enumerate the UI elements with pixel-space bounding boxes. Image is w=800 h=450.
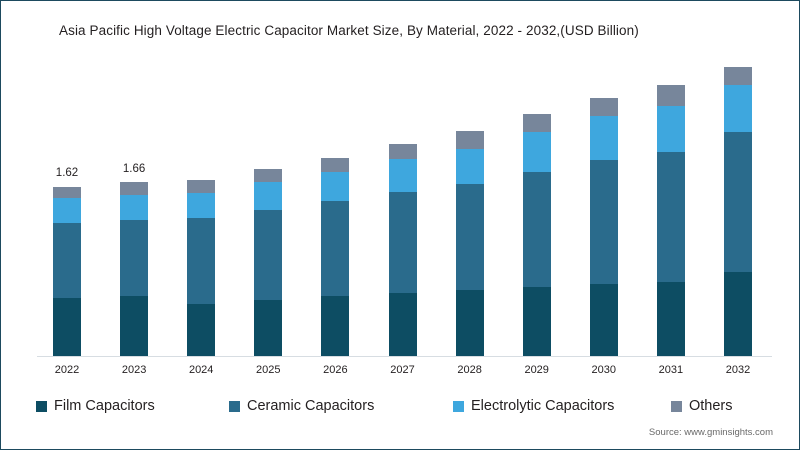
stacked-bar-2029[interactable]: [522, 114, 551, 356]
legend-item-electrolytic-capacitors[interactable]: Electrolytic Capacitors: [453, 398, 614, 414]
x-tick-2032: 2032: [725, 364, 751, 376]
source-note: Source: www.gminsights.com: [648, 427, 773, 438]
bar-segment-film-capacitors-2024[interactable]: [187, 303, 216, 356]
bar-segment-ceramic-capacitors-2022[interactable]: [53, 223, 81, 299]
bar-segment-ceramic-capacitors-2024[interactable]: [187, 217, 216, 304]
bar-segment-ceramic-capacitors-2028[interactable]: [455, 184, 484, 291]
x-axis-line: [37, 356, 772, 357]
stacked-bar-2031[interactable]: [656, 85, 685, 356]
bar-segment-film-capacitors-2032[interactable]: [724, 272, 752, 356]
legend-swatch-icon: [229, 400, 240, 412]
bar-segment-others-2026[interactable]: [321, 158, 350, 172]
stacked-bar-2026[interactable]: [321, 158, 350, 356]
plot-area: 1.62 1.66: [1, 1, 799, 357]
stacked-bar-2032[interactable]: [724, 67, 752, 356]
chart-legend: Film Capacitors Ceramic Capacitors Electro…: [1, 393, 799, 419]
bar-segment-film-capacitors-2027[interactable]: [388, 293, 417, 356]
bar-segment-others-2030[interactable]: [589, 97, 618, 117]
bar-segment-electrolytic-capacitors-2024[interactable]: [187, 192, 216, 218]
legend-item-others[interactable]: Others: [671, 398, 733, 414]
bar-segment-electrolytic-capacitors-2023[interactable]: [120, 194, 149, 220]
bar-segment-film-capacitors-2023[interactable]: [120, 296, 149, 356]
x-tick-2031: 2031: [658, 364, 684, 376]
legend-label: Electrolytic Capacitors: [471, 398, 615, 414]
stacked-bar-2022[interactable]: [53, 186, 81, 356]
bar-segment-film-capacitors-2029[interactable]: [522, 286, 551, 356]
bar-segment-others-2022[interactable]: [53, 186, 81, 199]
legend-swatch-icon: [671, 400, 682, 412]
bar-segment-ceramic-capacitors-2027[interactable]: [388, 191, 417, 294]
x-tick-2026: 2026: [323, 364, 348, 376]
bar-segment-film-capacitors-2030[interactable]: [589, 283, 618, 356]
bar-segment-electrolytic-capacitors-2022[interactable]: [53, 198, 81, 224]
bar-segment-electrolytic-capacitors-2028[interactable]: [455, 148, 484, 185]
legend-swatch-icon: [36, 400, 47, 412]
x-tick-2025: 2025: [256, 364, 281, 376]
bar-segment-electrolytic-capacitors-2032[interactable]: [724, 85, 752, 133]
bar-segment-others-2028[interactable]: [455, 131, 484, 149]
legend-item-film-capacitors[interactable]: Film Capacitors: [36, 398, 155, 414]
bar-segment-film-capacitors-2028[interactable]: [455, 290, 484, 356]
bar-segment-electrolytic-capacitors-2029[interactable]: [522, 132, 551, 172]
x-axis-ticks: 2022 2023 2024 2025 2026 2027 2028 2029 2030 2031…: [1, 364, 799, 384]
bar-segment-film-capacitors-2025[interactable]: [254, 299, 283, 356]
stacked-bar-2024[interactable]: [187, 180, 216, 356]
stacked-bar-2023[interactable]: [120, 182, 149, 356]
bar-segment-film-capacitors-2031[interactable]: [656, 281, 685, 356]
x-tick-2022: 2022: [54, 364, 80, 376]
stacked-bar-2025[interactable]: [254, 168, 283, 356]
bar-segment-electrolytic-capacitors-2030[interactable]: [589, 116, 618, 161]
stacked-bar-2030[interactable]: [589, 97, 618, 356]
bar-segment-electrolytic-capacitors-2026[interactable]: [321, 171, 350, 202]
bar-segment-ceramic-capacitors-2030[interactable]: [589, 160, 618, 284]
legend-item-ceramic-capacitors[interactable]: Ceramic Capacitors: [229, 398, 374, 414]
bar-segment-film-capacitors-2022[interactable]: [53, 298, 81, 356]
bar-segment-electrolytic-capacitors-2025[interactable]: [254, 182, 283, 210]
x-tick-2029: 2029: [524, 364, 549, 376]
stacked-bar-2028[interactable]: [455, 131, 484, 356]
bar-segment-electrolytic-capacitors-2031[interactable]: [656, 105, 685, 152]
bar-segment-others-2032[interactable]: [724, 67, 752, 85]
stacked-bar-2027[interactable]: [388, 143, 417, 356]
x-tick-2024: 2024: [188, 364, 214, 376]
bar-segment-ceramic-capacitors-2029[interactable]: [522, 171, 551, 287]
bar-segment-ceramic-capacitors-2023[interactable]: [120, 219, 149, 297]
bar-segment-electrolytic-capacitors-2027[interactable]: [388, 159, 417, 192]
legend-label: Others: [689, 398, 733, 414]
bar-segment-others-2027[interactable]: [388, 143, 417, 160]
x-tick-2030: 2030: [591, 364, 617, 376]
legend-label: Ceramic Capacitors: [247, 398, 375, 414]
bar-segment-ceramic-capacitors-2032[interactable]: [724, 132, 752, 273]
bar-segment-ceramic-capacitors-2025[interactable]: [254, 209, 283, 300]
legend-label: Film Capacitors: [54, 398, 155, 414]
x-tick-2028: 2028: [457, 364, 482, 376]
bar-segment-others-2029[interactable]: [522, 114, 551, 133]
bar-segment-others-2023[interactable]: [120, 182, 149, 195]
bar-segment-others-2031[interactable]: [656, 85, 685, 106]
bar-segment-film-capacitors-2026[interactable]: [321, 296, 350, 356]
x-tick-2027: 2027: [390, 364, 415, 376]
bar-value-label-2022: 1.62: [55, 167, 79, 180]
bar-segment-others-2024[interactable]: [187, 180, 216, 193]
x-tick-2023: 2023: [121, 364, 147, 376]
bar-segment-others-2025[interactable]: [254, 168, 283, 183]
bar-segment-ceramic-capacitors-2026[interactable]: [321, 201, 350, 297]
bar-segment-ceramic-capacitors-2031[interactable]: [656, 151, 685, 282]
chart-title: Asia Pacific High Voltage Electric Capac…: [59, 23, 639, 38]
legend-swatch-icon: [453, 400, 464, 412]
bar-value-label-2023: 1.66: [122, 163, 146, 176]
